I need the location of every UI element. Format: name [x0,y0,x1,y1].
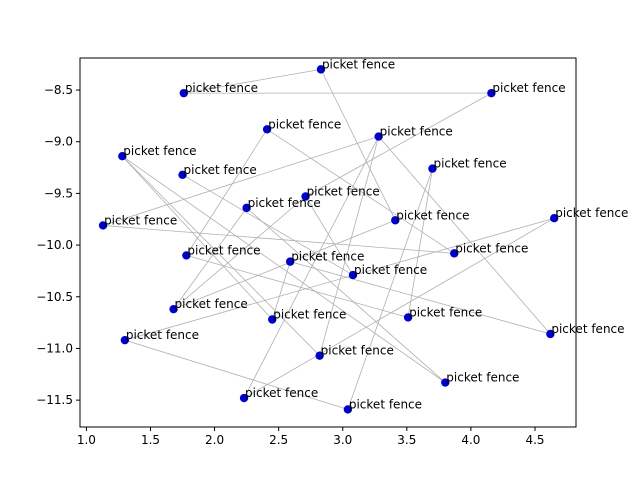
x-tick-label: 1.5 [141,433,160,447]
x-tick-label: 1.0 [77,433,96,447]
connection-line [124,339,348,410]
connection-line [182,174,354,276]
point-label: picket fence [492,81,565,95]
connection-line [186,129,268,256]
connection-line [122,155,446,383]
data-point [374,132,383,141]
data-point [242,203,251,213]
data-point [182,251,191,260]
data-point [178,170,187,179]
y-tick-label: −8.5 [44,83,73,97]
data-point [262,125,272,134]
y-tick-label: −10.5 [36,290,73,304]
point-label: picket fence [248,196,321,210]
point-label: picket fence [433,157,506,171]
point-label: picket fence [380,125,453,139]
connection-line [121,155,273,320]
y-tick-label: −9.0 [44,135,73,149]
y-axis: −8.5 −9.0 −9.5 −10.0 −10.5 −11.0 −11.5 [36,83,80,407]
connection-line [173,207,247,310]
point-label: picket fence [104,213,177,227]
data-point [301,192,310,201]
connection-line [124,217,555,341]
connection-line [173,196,306,310]
point-label: picket fence [245,386,318,400]
x-tick-label: 3.5 [397,433,416,447]
connection-line [305,196,354,276]
point-label: picket fence [354,263,427,277]
point-label: picket fence [126,328,199,342]
plot-area [80,58,576,427]
x-tick-label: 2.0 [205,433,224,447]
point-label: picket fence [123,144,196,158]
connection-line [378,136,551,335]
data-point [546,329,555,339]
connection-line [246,207,446,383]
connection-line [271,261,291,320]
point-label: picket fence [268,117,341,131]
connection-line [122,155,320,356]
connection-line [173,219,396,310]
point-label: picket fence [455,241,528,255]
y-tick-label: −11.5 [36,393,73,407]
data-point [98,221,108,230]
x-tick-label: 4.0 [461,433,480,447]
data-point [550,214,559,223]
point-label: picket fence [291,250,364,264]
point-label: picket fence [446,371,519,385]
x-tick-label: 3.0 [333,433,352,447]
point-label: picket fence [273,308,346,322]
connection-line [305,92,492,197]
connection-line [266,128,455,254]
y-tick-label: −10.0 [36,238,73,252]
y-tick-label: −9.5 [44,186,73,200]
connection-line [319,136,380,356]
point-label: picket fence [307,185,380,199]
point-label: picket fence [321,344,394,358]
data-point [239,393,249,403]
data-point [268,315,277,324]
connection-line [103,225,455,254]
data-point [316,65,326,74]
connection-lines [102,68,555,410]
point-label: picket fence [322,57,395,71]
point-label: picket fence [396,208,469,222]
data-point [343,405,353,414]
data-point [403,313,413,322]
data-point [169,304,178,314]
x-axis: 1.0 1.5 2.0 2.5 3.0 3.5 4.0 4.5 [77,427,545,447]
point-label: picket fence [555,206,628,220]
data-point [450,249,459,258]
point-label: picket fence [349,397,422,411]
data-point [179,88,189,98]
data-point [487,88,496,98]
point-label: picket fence [409,305,482,319]
point-label: picket fence [175,297,248,311]
y-tick-label: −11.0 [36,341,73,355]
data-point [391,216,400,225]
connection-line [183,68,322,94]
connection-line [102,136,379,226]
data-point [120,335,130,345]
data-point [285,257,295,266]
connection-line [320,69,396,221]
data-point [441,378,450,387]
axes-frame [79,57,577,428]
point-label: picket fence [551,322,624,336]
data-point [428,164,437,173]
point-label: picket fence [184,163,257,177]
point-label: picket fence [185,81,258,95]
connection-line [290,261,551,335]
x-tick-label: 4.5 [525,433,544,447]
connection-line [243,217,555,399]
data-point [348,270,358,280]
data-point [118,151,127,161]
point-label: picket fence [187,243,260,257]
data-points [98,65,559,414]
x-tick-label: 2.5 [269,433,288,447]
data-point [315,351,324,360]
